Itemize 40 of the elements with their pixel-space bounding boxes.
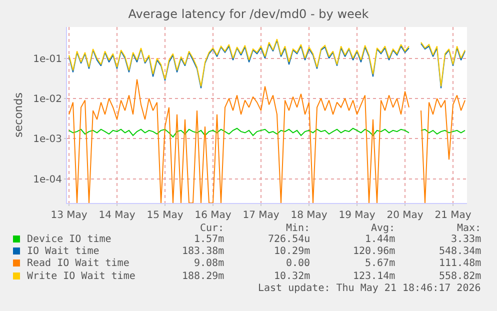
- text: 10.32m: [274, 271, 310, 282]
- y-tick-label: 1e-03: [33, 134, 62, 146]
- x-tick-label: 19 May: [338, 210, 376, 221]
- text: 183.38m: [182, 246, 224, 257]
- text: 0.00: [286, 258, 310, 269]
- legend-label: Write IO Wait time: [27, 271, 136, 282]
- text: 3.33m: [451, 234, 482, 245]
- text: Avg:: [371, 223, 396, 234]
- text: 548.34m: [439, 246, 482, 257]
- x-tick-label: 21 May: [434, 210, 472, 221]
- y-axis-title: seconds: [12, 92, 25, 138]
- text: 726.54u: [268, 234, 310, 245]
- x-tick-label: 13 May: [50, 210, 88, 221]
- legend-label: Read IO Wait time: [27, 258, 130, 269]
- text: 188.29m: [182, 271, 224, 282]
- x-tick-label: 16 May: [194, 210, 232, 221]
- x-tick-label: 18 May: [290, 210, 328, 221]
- text: 1.57m: [194, 234, 224, 245]
- x-tick-label: 15 May: [146, 210, 184, 221]
- text: Last update: Thu May 21 18:46:17 2026: [258, 283, 481, 294]
- x-tick-label: 20 May: [386, 210, 424, 221]
- legend-label: Device IO time: [27, 234, 112, 245]
- text: 1.44m: [365, 234, 396, 245]
- legend-label: IO Wait time: [27, 246, 100, 257]
- text: Cur:: [200, 223, 224, 234]
- x-tick-label: 14 May: [98, 210, 136, 221]
- text: 120.96m: [353, 246, 396, 257]
- x-tick-label: 17 May: [242, 210, 280, 221]
- y-tick-label: 1e-02: [33, 94, 62, 105]
- text: 558.82m: [439, 271, 482, 282]
- text: Max:: [457, 223, 482, 234]
- text: 9.08m: [194, 258, 224, 269]
- chart-title: Average latency for /dev/md0 - by week: [128, 7, 369, 22]
- text: 10.29m: [274, 246, 310, 257]
- text: Min:: [286, 223, 310, 234]
- text: 111.48m: [439, 258, 482, 269]
- y-tick-label: 1e-04: [33, 174, 62, 186]
- y-tick-label: 1e-01: [33, 54, 62, 65]
- text: 5.67m: [365, 258, 396, 269]
- text: 123.14m: [353, 271, 396, 282]
